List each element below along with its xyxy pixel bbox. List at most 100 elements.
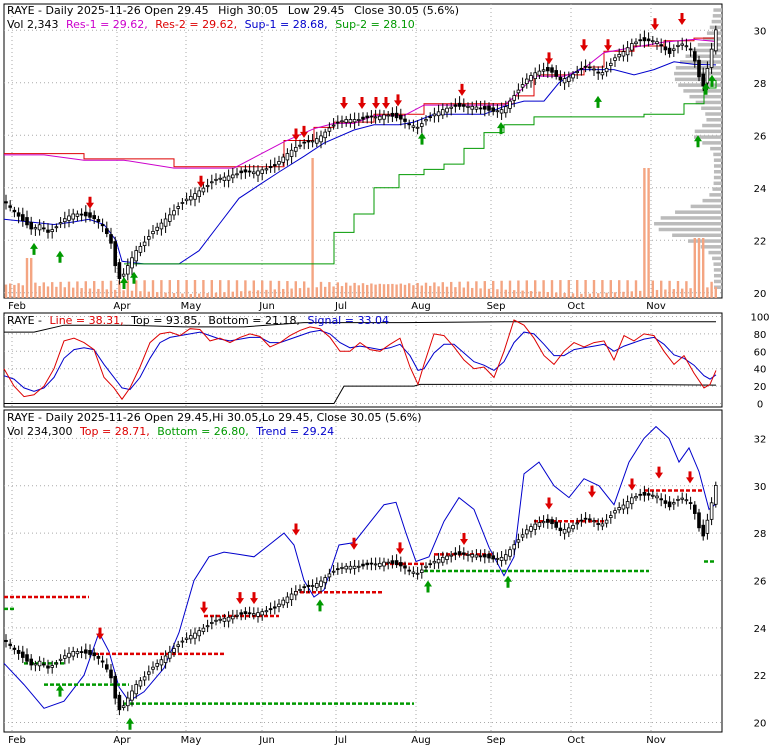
- p1-candle: [130, 257, 134, 269]
- p3-candle: [71, 651, 76, 657]
- p1-candle: [251, 171, 256, 175]
- volume-bar: [601, 280, 604, 298]
- p3-candle: [516, 539, 521, 543]
- p1-candle: [571, 73, 575, 79]
- p1-candle: [256, 170, 260, 176]
- volume-bar: [17, 283, 20, 298]
- sell-arrow: [200, 601, 208, 614]
- p3-candle: [75, 651, 80, 655]
- sell-arrow: [396, 542, 404, 555]
- p3-candle: [499, 556, 504, 561]
- volume-bar: [471, 287, 474, 298]
- p1-candle: [163, 218, 168, 227]
- p3-candle: [373, 563, 378, 566]
- svg-text:RAYE - Daily 2025-11-26 Open 2: RAYE - Daily 2025-11-26 Open 29.45 High …: [7, 4, 459, 17]
- p3-candle: [218, 618, 223, 621]
- volume-bar: [290, 288, 293, 298]
- p1-candle: [176, 206, 181, 209]
- volume-bar: [710, 281, 713, 298]
- volume-bar: [618, 280, 621, 298]
- volume-bar: [126, 280, 129, 298]
- p1-candle: [398, 114, 403, 120]
- p1-candle: [29, 221, 33, 230]
- buy-arrow: [56, 684, 64, 697]
- p3-candle: [293, 591, 298, 596]
- volume-profile-bar: [683, 89, 722, 93]
- volume-bar: [441, 282, 444, 298]
- p3-y-axis: 32 30 28 26 24 22 20: [754, 434, 767, 729]
- p3-candle: [491, 555, 495, 560]
- p3-candle: [428, 563, 432, 566]
- p1-candle: [4, 201, 8, 204]
- p1-candle: [625, 47, 630, 56]
- volume-bar: [576, 280, 579, 298]
- p1-candle: [201, 187, 206, 193]
- volume-bar: [571, 293, 575, 298]
- volume-bar: [353, 282, 356, 298]
- p1-candle: [407, 123, 411, 126]
- p1-candle: [428, 116, 432, 119]
- p1-candle: [663, 46, 668, 51]
- p3-candle: [655, 495, 659, 499]
- p3-candle: [461, 552, 466, 555]
- p1-candle: [684, 45, 689, 48]
- p3-vol: Vol 234,300: [7, 425, 72, 438]
- volume-bar: [286, 281, 289, 298]
- sell-arrow: [655, 466, 663, 479]
- p3-candle: [121, 705, 126, 708]
- p1-candle: [567, 76, 571, 82]
- volume-profile-bar: [660, 216, 722, 220]
- p3-candle: [667, 501, 672, 508]
- sell-arrow: [686, 471, 694, 484]
- p3-candle: [105, 664, 109, 670]
- p1-candle: [588, 66, 592, 69]
- p3-candle: [20, 651, 25, 658]
- volume-bar: [307, 287, 310, 298]
- p3-candle: [277, 603, 281, 607]
- p1-candle: [134, 250, 139, 262]
- p1-candle: [659, 44, 663, 47]
- volume-profile-bar: [685, 54, 722, 58]
- p1-candle: [264, 168, 269, 171]
- svg-text:RAYE - Line = 38.31,: RAYE - Line = 38.31, Top = 93.85, Bottom…: [7, 314, 389, 327]
- p3-candle: [474, 554, 479, 558]
- p3-candle: [651, 494, 655, 497]
- p1-candle: [184, 198, 189, 202]
- p1-candle: [272, 164, 277, 167]
- volume-bar: [605, 292, 608, 298]
- p1-candle: [230, 174, 235, 179]
- x-tick-label: Aug: [411, 301, 431, 312]
- p3-candle: [146, 671, 151, 675]
- p3-candle: [541, 520, 546, 524]
- p3-candle: [436, 558, 441, 564]
- p3-candle: [588, 518, 592, 521]
- p1-candle: [386, 114, 390, 117]
- volume-bar: [466, 281, 470, 298]
- x-tick-label: Sep: [487, 735, 506, 745]
- p1-candle: [260, 169, 264, 174]
- volume-bar: [517, 280, 520, 298]
- volume-bar: [702, 238, 705, 298]
- volume-bar: [214, 292, 218, 298]
- p1-candle: [474, 106, 479, 110]
- volume-profile-bar: [675, 210, 722, 214]
- p3-candle: [167, 651, 172, 659]
- p1-candle: [109, 234, 113, 244]
- volume-profile-bar: [712, 14, 722, 18]
- buy-arrow: [702, 82, 710, 95]
- p1-candle: [335, 121, 340, 124]
- volume-bar: [210, 280, 213, 298]
- volume-bar: [273, 289, 276, 298]
- sell-arrow: [250, 592, 258, 605]
- p3-candle: [8, 643, 13, 646]
- p3-candle: [546, 518, 550, 523]
- volume-bar: [84, 281, 87, 298]
- res2-line: [4, 38, 717, 169]
- p2-top: Top = 93.85,: [130, 314, 201, 327]
- p1-candle: [37, 224, 42, 231]
- p1-candle: [58, 222, 63, 225]
- p1-candle: [508, 100, 512, 109]
- volume-bar: [336, 282, 339, 298]
- volume-profile-bar: [702, 141, 722, 145]
- p1-candle: [478, 107, 483, 110]
